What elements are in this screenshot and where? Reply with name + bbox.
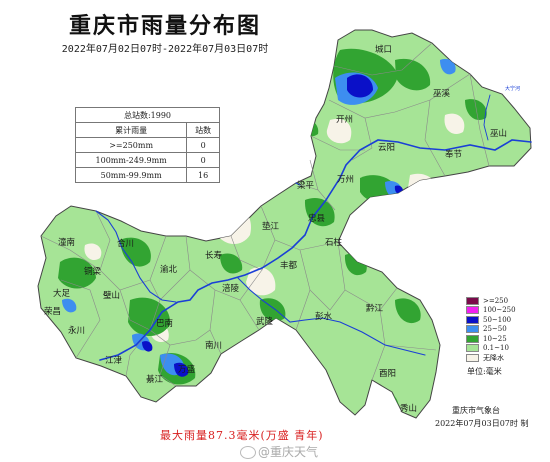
legend-item: 100~250 (466, 306, 550, 316)
watermark-text: @重庆天气 (258, 445, 319, 459)
legend-item: 10~25 (466, 334, 550, 344)
district-label: 綦江 (146, 374, 164, 385)
district-label: 开州 (336, 115, 353, 125)
row-count: 0 (186, 137, 220, 153)
district-label: 涪陵 (222, 283, 240, 294)
legend-label: 无降水 (483, 353, 504, 362)
legend-label: >=250 (483, 296, 509, 305)
legend-label: 25~50 (483, 325, 507, 334)
district-label: 梁平 (297, 181, 315, 191)
district-label: 长寿 (205, 250, 223, 261)
weibo-logo-icon (240, 446, 256, 459)
station-stats-table: 总站数:1990 累计雨量 站数 >=250mm 0 100mm-249.9mm… (74, 107, 220, 183)
issued-time: 2022年07月03日07时 制 (435, 419, 529, 428)
river-label-daning: 大宁河 (505, 85, 520, 92)
district-label: 巫山 (490, 128, 507, 139)
legend-swatch (466, 344, 479, 353)
district-label: 大足 (53, 288, 71, 299)
legend-label: 10~25 (483, 334, 507, 343)
district-label: 城口 (375, 45, 392, 55)
district-label: 垫江 (262, 221, 280, 232)
legend-swatch (466, 353, 479, 362)
row-range: 100mm-249.9mm (74, 152, 188, 168)
legend-item: 0.1~10 (466, 344, 550, 354)
district-label: 荣昌 (44, 306, 61, 317)
header-range: 累计雨量 (74, 122, 188, 138)
max-rainfall-note: 最大雨量87.3毫米(万盛 青年) (160, 429, 324, 442)
legend-swatch (466, 325, 479, 334)
district-label: 丰都 (280, 260, 298, 271)
row-range: 50mm-99.9mm (74, 167, 188, 183)
district-label: 武隆 (256, 316, 274, 327)
row-count: 0 (186, 152, 220, 168)
district-label: 永川 (68, 325, 85, 336)
jialing-river (95, 210, 177, 303)
map-title: 重庆市雨量分布图 (68, 13, 261, 39)
legend-item: 25~50 (466, 325, 550, 335)
legend-item: >=250 (466, 296, 550, 306)
rainfall-legend: >=250 100~250 50~100 25~50 10~25 0.1~10 … (466, 296, 550, 363)
district-label: 彭水 (315, 311, 333, 322)
district-label: 巴南 (156, 318, 173, 329)
district-label: 云阳 (378, 143, 395, 153)
table-row: >=250mm 0 (74, 137, 220, 153)
issuer: 重庆市气象台 (452, 406, 500, 415)
district-label: 江津 (105, 355, 123, 366)
daning-river (483, 94, 491, 141)
table-row: 100mm-249.9mm 0 (74, 152, 220, 168)
yangtze-river (99, 139, 532, 361)
district-label: 黔江 (366, 303, 384, 314)
district-label: 铜梁 (84, 266, 102, 277)
table-row: 50mm-99.9mm 16 (74, 167, 220, 183)
legend-swatch (466, 315, 479, 324)
legend-label: 0.1~10 (483, 344, 509, 353)
district-label: 南川 (205, 340, 222, 351)
watermark: @重庆天气 (240, 443, 318, 460)
map-subtitle: 2022年07月02日07时-2022年07月03日07时 (61, 44, 269, 55)
district-label: 万盛 (178, 364, 196, 375)
row-range: >=250mm (74, 137, 188, 153)
district-label: 合川 (117, 238, 134, 249)
rain-50-100-areas (142, 74, 404, 377)
wujiang-river (237, 182, 426, 356)
total-stations: 总站数:1990 (75, 107, 220, 123)
district-label: 万州 (337, 175, 354, 185)
district-label: 巫溪 (433, 88, 451, 99)
legend-item: 无降水 (466, 353, 550, 363)
district-label: 渝北 (160, 264, 178, 275)
district-label: 璧山 (103, 290, 120, 301)
legend-unit: 单位:毫米 (467, 367, 502, 376)
district-labels: 城口 巫溪 开州 云阳 奉节 巫山 梁平 万州 忠县 垫江 石柱 丰都 长寿 涪… (44, 45, 507, 414)
rivers (95, 94, 532, 361)
district-label: 石柱 (325, 237, 343, 248)
district-label: 潼南 (58, 237, 75, 248)
legend-item: 50~100 (466, 315, 550, 325)
district-label: 酉阳 (379, 369, 396, 379)
district-label: 秀山 (400, 403, 417, 414)
legend-swatch (466, 296, 479, 305)
row-count: 16 (186, 167, 220, 183)
header-count: 站数 (186, 122, 220, 138)
district-label: 奉节 (445, 149, 463, 160)
district-label: 忠县 (308, 214, 326, 224)
legend-label: 100~250 (483, 306, 516, 315)
legend-swatch (466, 334, 479, 343)
legend-label: 50~100 (483, 315, 512, 324)
legend-swatch (466, 306, 479, 315)
